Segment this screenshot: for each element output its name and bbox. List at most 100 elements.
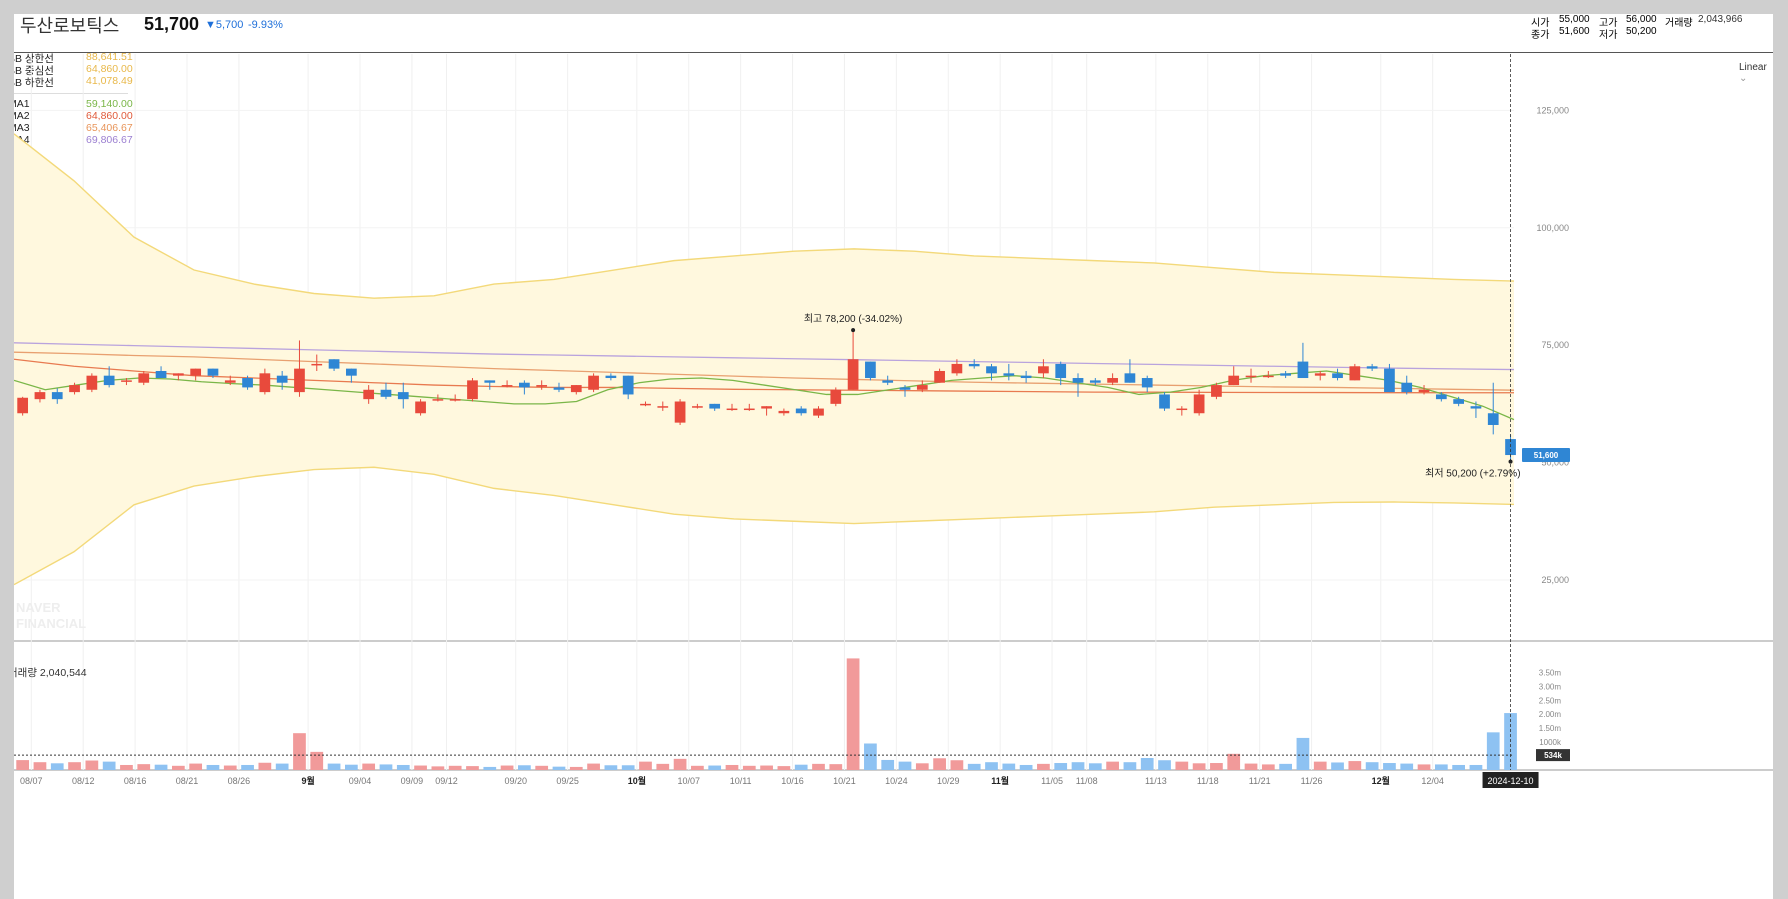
volume-bar: [552, 766, 566, 770]
volume-bar: [1296, 737, 1310, 770]
volume-bar: [725, 764, 739, 770]
x-axis-label: 11/21: [1249, 776, 1271, 786]
volume-bar: [1019, 764, 1033, 770]
ma3-line: [14, 351, 1515, 391]
candle-body: [17, 397, 29, 414]
volume-bar: [812, 763, 825, 770]
legend-bb-lower-label: BB 하한선: [14, 77, 54, 89]
candle-body: [847, 359, 859, 390]
volume-bar: [656, 763, 670, 770]
volume-bar: [985, 762, 998, 770]
candle-body: [709, 403, 721, 409]
volume-bar: [102, 761, 116, 770]
x-axis-label: 12/04: [1421, 776, 1444, 786]
x-axis-label: 10/29: [937, 776, 960, 786]
volume-bar: [898, 761, 912, 770]
volume-bar: [1383, 763, 1396, 770]
crosshair-date-badge: [1482, 772, 1539, 788]
candles: [17, 330, 1516, 462]
volume-bar: [1227, 753, 1241, 770]
volume-bar: [137, 764, 151, 770]
candle-body: [207, 368, 219, 376]
current-price: 51,700: [144, 14, 200, 34]
x-axis-label: 09/04: [349, 776, 372, 786]
volume-bar: [154, 764, 168, 770]
candle-body: [69, 385, 80, 393]
legend-ma2-label: MA2: [14, 110, 30, 122]
legend-bb-middle-value: 64,860.00: [86, 63, 133, 75]
candle-body: [536, 385, 548, 387]
candle-body: [1435, 394, 1447, 400]
volume-tick-label: 3.50m: [1539, 668, 1562, 677]
volume-bar: [708, 765, 722, 770]
candle-body: [692, 406, 703, 408]
x-axis-label: 11/26: [1301, 776, 1323, 786]
volume-bar: [933, 758, 946, 770]
volume-bar: [241, 764, 254, 770]
scale-mode-selector[interactable]: Linear ⌄: [1739, 62, 1773, 84]
volume-title: 거래량 2,040,544: [14, 667, 87, 679]
annotations: 최고 78,200 (-34.02%) 최저 50,200 (+2.79%) NAV…: [16, 313, 1521, 631]
x-axis-label: 08/21: [176, 776, 199, 786]
x-axis-label: 11/13: [1145, 776, 1167, 786]
x-axis-label: 11/08: [1076, 776, 1098, 786]
volume-bar: [1348, 761, 1362, 770]
volume-bar: [500, 765, 514, 770]
price-chart[interactable]: 125,000 100,000 75,000 50,000 25,000 3.50m 3.0…: [14, 14, 1773, 899]
candle-body: [951, 363, 963, 374]
volume-bar: [258, 762, 272, 770]
candle-body: [1505, 439, 1516, 456]
candle-body: [86, 375, 98, 390]
volume-bar: [794, 764, 808, 770]
candle-body: [276, 375, 288, 383]
volume-bar: [431, 766, 445, 770]
volume-bar: [206, 764, 220, 770]
x-axis-label: 08/07: [20, 776, 43, 786]
candle-body: [934, 370, 945, 383]
candle-body: [1141, 378, 1153, 388]
price-tick-label: 75,000: [1541, 340, 1569, 350]
candle-body: [657, 406, 669, 408]
volume-bar: [1261, 764, 1275, 770]
candle-body: [882, 380, 894, 383]
candle-body: [674, 401, 686, 423]
candle-body: [224, 380, 236, 383]
volume-bar: [448, 765, 462, 770]
candle-body: [726, 408, 738, 411]
bb-upper-line: [14, 133, 1515, 299]
candle-body: [588, 375, 599, 390]
volume-bar: [915, 763, 929, 770]
volume-tick-label: 3.00m: [1539, 682, 1562, 691]
legend-divider: [14, 93, 128, 94]
volume-bar: [1452, 764, 1465, 770]
candle-body: [1418, 389, 1430, 393]
candle-body: [1003, 373, 1015, 376]
ma4-line: [14, 342, 1515, 371]
volume-bar: [1002, 763, 1016, 770]
volume-bar: [345, 764, 358, 770]
legend-ma3-value: 65,406.67: [86, 122, 133, 134]
watermark-naver: NAVER: [16, 600, 61, 615]
x-axis-label: 09/09: [401, 776, 424, 786]
volume-bar: [760, 765, 773, 770]
volume-bar: [1434, 764, 1448, 770]
volume-bar: [1140, 758, 1154, 770]
volume-bar: [1365, 762, 1379, 770]
candle-body: [190, 368, 202, 376]
legend-bb-upper-value: 88,641.51: [86, 51, 133, 63]
legend-ma1-value: 59,140.00: [86, 98, 133, 110]
volume-label: 거래량: [1665, 18, 1693, 29]
candle-body: [778, 410, 790, 414]
candle-body: [1314, 373, 1326, 376]
volume-bar: [293, 733, 306, 770]
x-axis-label: 10/07: [677, 776, 700, 786]
candle-body: [467, 380, 478, 400]
x-axis-label: 11/05: [1041, 776, 1063, 786]
candle-body: [1262, 375, 1274, 378]
volume-current-label: 534k: [1544, 751, 1562, 760]
volume-bar: [1192, 763, 1206, 770]
volume-bar: [120, 764, 133, 770]
high-value: 56,000: [1626, 14, 1657, 25]
candle-body: [103, 375, 115, 386]
volume-bar: [1210, 763, 1223, 770]
